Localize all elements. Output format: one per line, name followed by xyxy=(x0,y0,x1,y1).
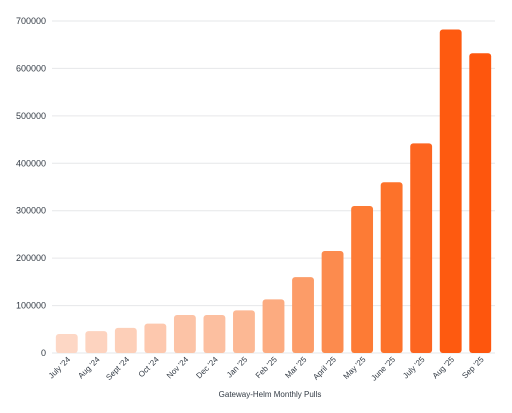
bar xyxy=(85,331,108,353)
x-tick-label: June '25 xyxy=(369,355,397,383)
y-tick-label: 0 xyxy=(41,348,46,358)
x-tick-label: Dec '24 xyxy=(194,355,220,381)
y-axis-tick-labels: 0 100000 200000 300000 400000 500000 600000 700… xyxy=(16,16,46,358)
x-tick-label: Nov '24 xyxy=(165,355,191,381)
bar xyxy=(173,315,196,353)
bar xyxy=(144,323,167,353)
bar xyxy=(262,299,285,353)
x-tick-label: Oct '24 xyxy=(137,355,161,379)
x-axis-label: Gateway-Helm Monthly Pulls xyxy=(219,390,322,399)
y-tick-label: 200000 xyxy=(16,253,46,263)
bar xyxy=(203,315,226,353)
bar xyxy=(114,327,137,353)
bar xyxy=(380,182,403,353)
y-tick-label: 400000 xyxy=(16,158,46,168)
y-tick-label: 100000 xyxy=(16,301,46,311)
x-tick-label: Sept '24 xyxy=(104,355,131,382)
x-tick-label: April '25 xyxy=(311,355,338,382)
x-tick-label: Sep '25 xyxy=(460,355,486,381)
bars xyxy=(55,29,492,354)
bar xyxy=(439,29,462,354)
bar xyxy=(321,251,344,353)
bar xyxy=(351,205,374,353)
bar xyxy=(55,334,78,353)
x-tick-label: Feb '25 xyxy=(254,355,279,380)
bar xyxy=(410,143,433,353)
x-tick-label: Aug '25 xyxy=(431,355,457,381)
x-tick-label: Aug '24 xyxy=(76,355,102,381)
bar xyxy=(292,277,314,353)
x-tick-label: May '25 xyxy=(342,355,368,381)
y-tick-label: 300000 xyxy=(16,206,46,216)
x-tick-label: July '24 xyxy=(47,355,73,381)
x-tick-label: Jan '25 xyxy=(225,355,250,380)
bar xyxy=(469,53,492,353)
y-tick-label: 600000 xyxy=(16,63,46,73)
x-tick-label: July '25 xyxy=(401,355,427,381)
y-tick-label: 500000 xyxy=(16,111,46,121)
x-tick-label: Mar '25 xyxy=(283,355,308,380)
bar xyxy=(233,310,255,353)
x-axis-tick-labels: July '24 Aug '24 Sept '24 Oct '24 Nov '24 Dec… xyxy=(47,355,486,383)
y-tick-label: 700000 xyxy=(16,16,46,26)
gridlines xyxy=(52,20,495,354)
